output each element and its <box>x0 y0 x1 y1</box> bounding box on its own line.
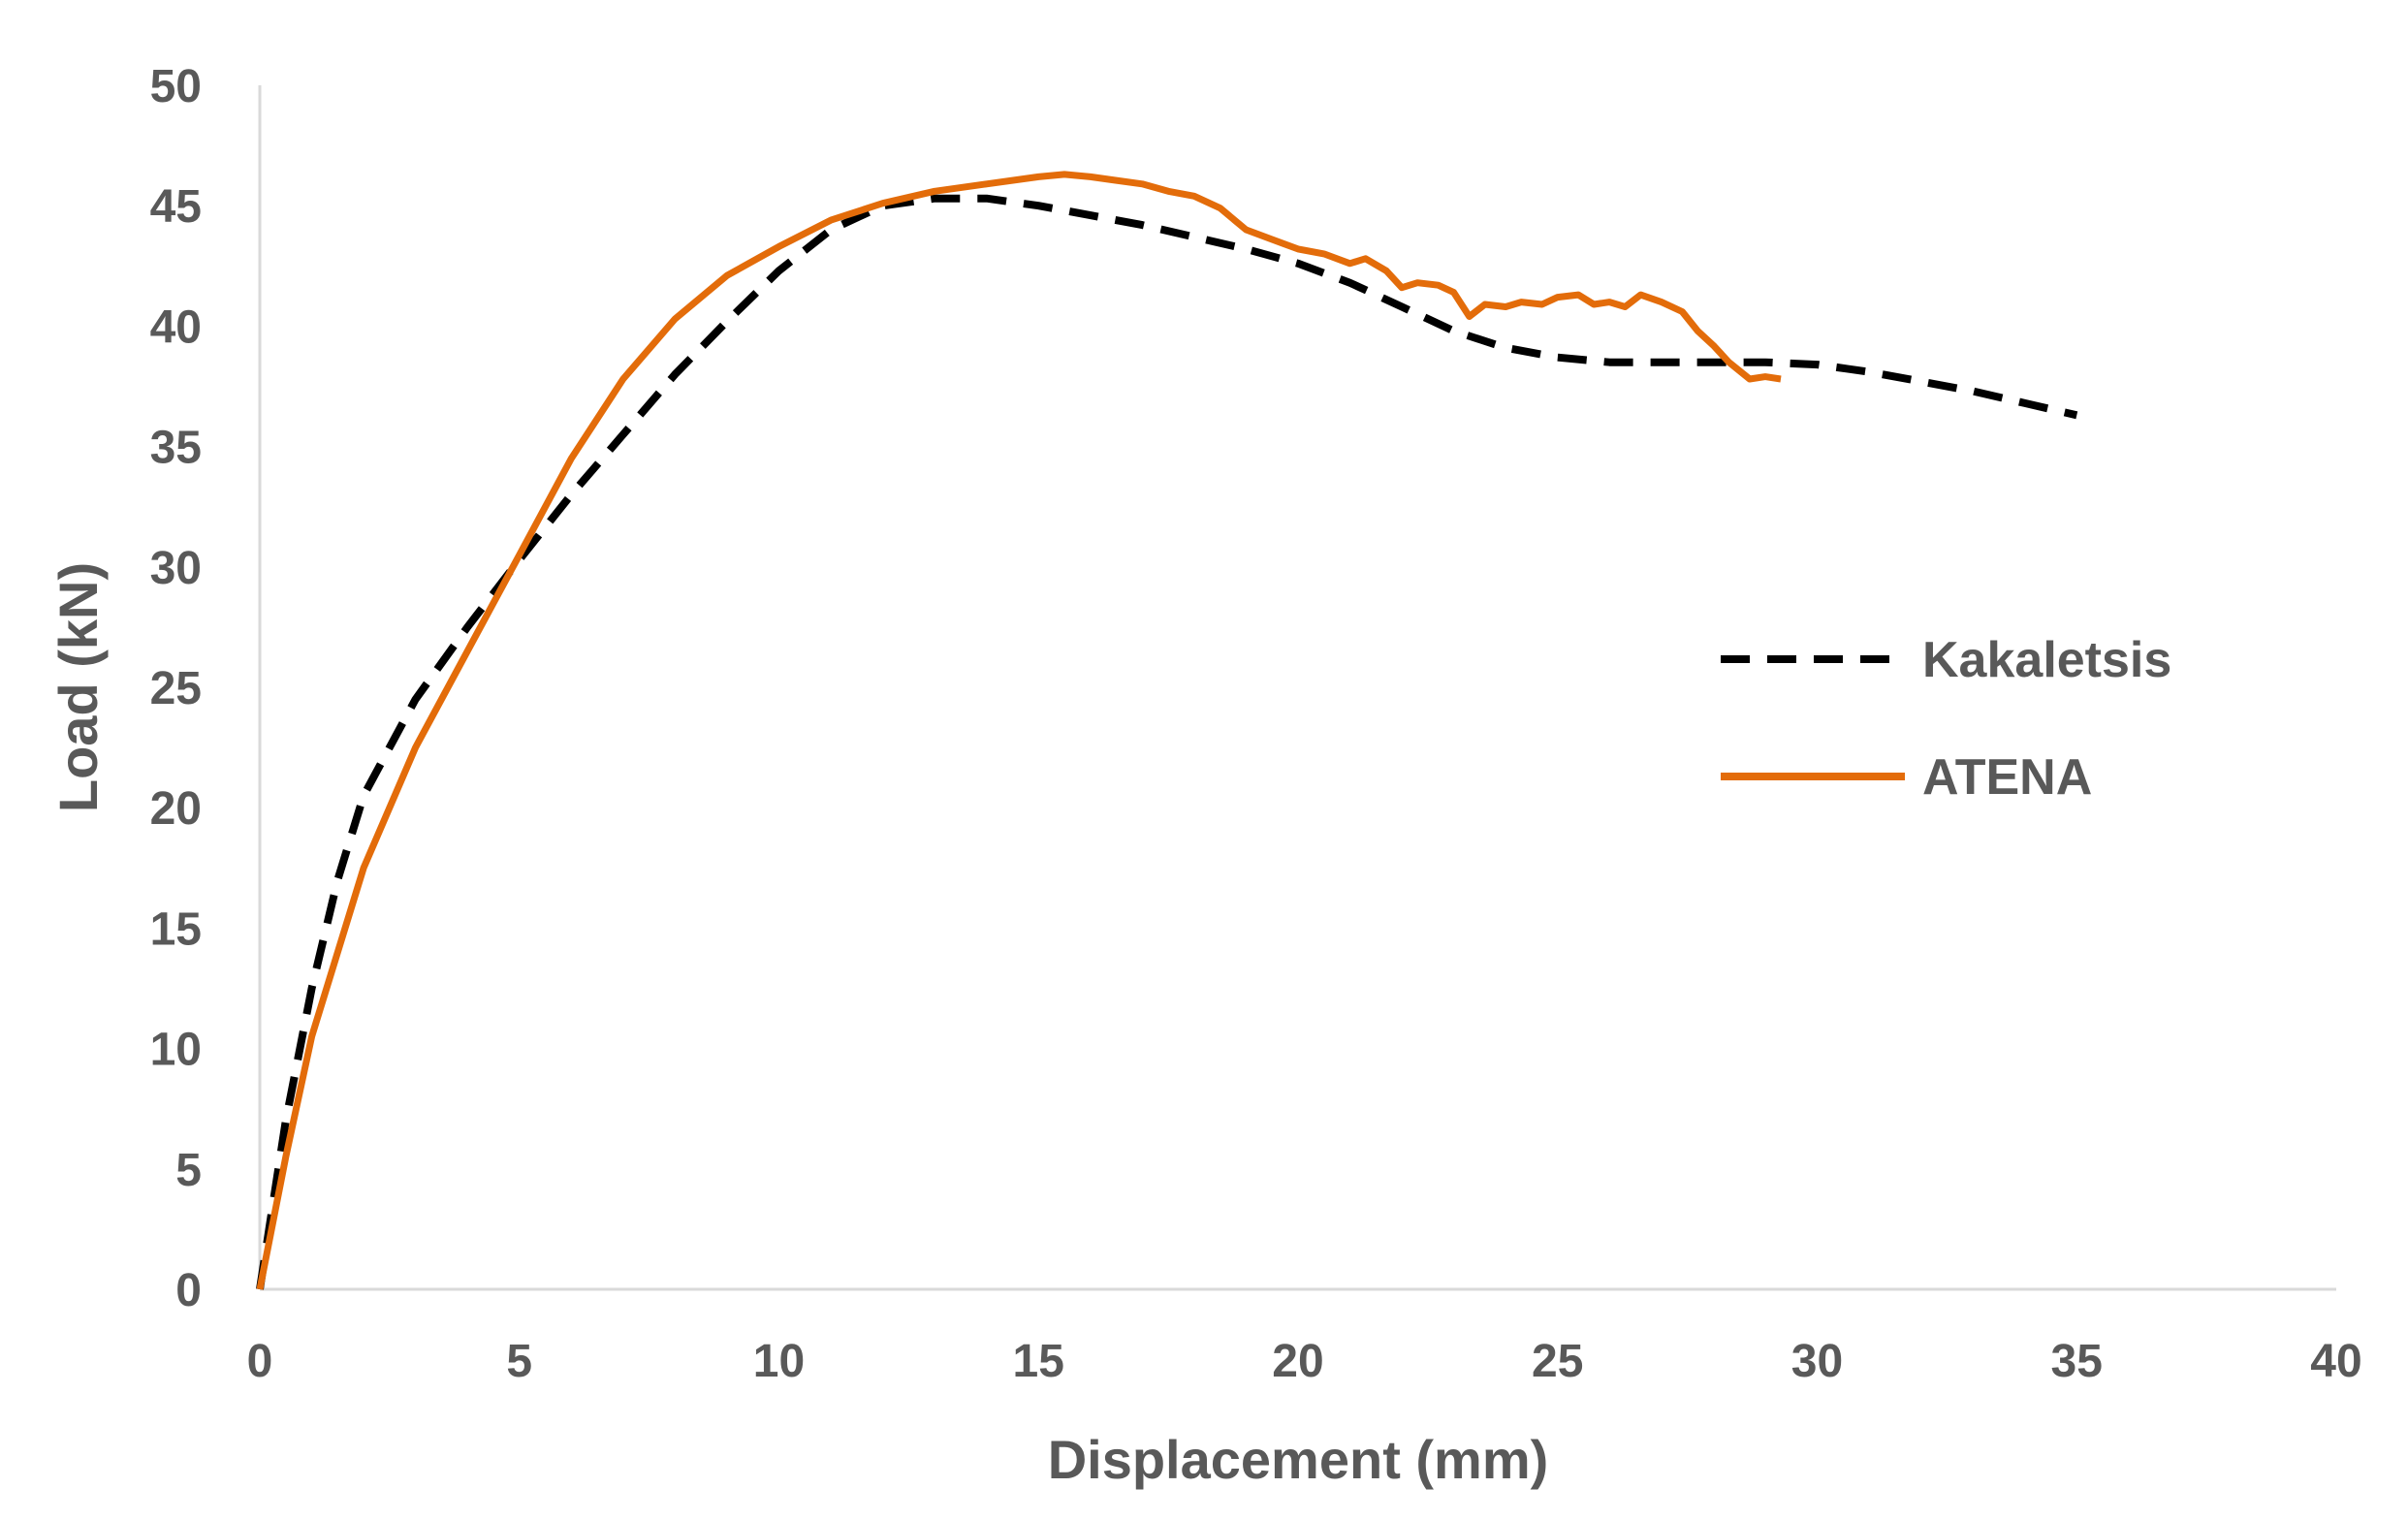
y-tick-label: 15 <box>150 903 202 955</box>
y-tick-label: 45 <box>150 181 202 233</box>
series-line-kakaletsis <box>256 194 2078 1290</box>
x-tick-label: 35 <box>2051 1336 2103 1387</box>
x-tick-labels: 0 5 10 15 20 25 30 35 40 <box>247 1336 2362 1387</box>
axes <box>258 85 2336 1291</box>
x-tick-label: 40 <box>2310 1336 2361 1387</box>
y-tick-label: 35 <box>150 423 202 474</box>
y-tick-label: 40 <box>150 301 202 353</box>
series-lines <box>256 171 2078 1290</box>
x-tick-label: 25 <box>1532 1336 1583 1387</box>
y-tick-label: 5 <box>175 1145 202 1196</box>
legend-label-atena: ATENA <box>1922 749 2092 806</box>
x-tick-label: 10 <box>753 1336 805 1387</box>
legend: Kakaletsis ATENA <box>1721 632 2171 806</box>
y-axis-title: Load (kN) <box>48 562 109 812</box>
y-tick-label: 50 <box>150 61 202 112</box>
y-tick-label: 0 <box>175 1265 202 1316</box>
x-tick-label: 0 <box>247 1336 273 1387</box>
x-tick-label: 15 <box>1013 1336 1064 1387</box>
y-tick-label: 25 <box>150 663 202 714</box>
y-tick-label: 30 <box>150 543 202 594</box>
y-tick-label: 10 <box>150 1025 202 1076</box>
x-tick-label: 30 <box>1791 1336 1843 1387</box>
y-tick-labels: 0 5 10 15 20 25 30 35 40 45 50 <box>150 61 202 1316</box>
x-tick-label: 5 <box>506 1336 532 1387</box>
legend-label-kakaletsis: Kakaletsis <box>1922 632 2171 688</box>
y-tick-label: 20 <box>150 783 202 835</box>
x-tick-label: 20 <box>1272 1336 1323 1387</box>
series-line-atena <box>256 171 1782 1290</box>
x-axis-title: Displacement (mm) <box>1048 1429 1549 1490</box>
